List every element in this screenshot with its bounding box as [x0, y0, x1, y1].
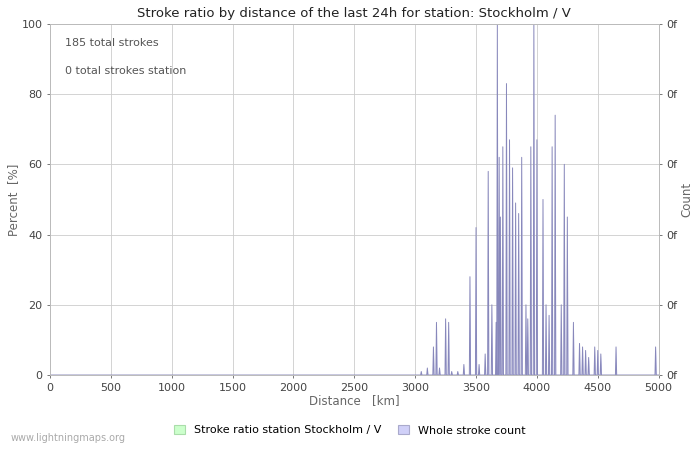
Legend: Stroke ratio station Stockholm / V, Whole stroke count: Stroke ratio station Stockholm / V, Whol…	[169, 421, 531, 440]
Title: Stroke ratio by distance of the last 24h for station: Stockholm / V: Stroke ratio by distance of the last 24h…	[137, 7, 571, 20]
Text: 0 total strokes station: 0 total strokes station	[65, 66, 187, 76]
Text: www.lightningmaps.org: www.lightningmaps.org	[10, 433, 125, 443]
Y-axis label: Count: Count	[680, 182, 693, 217]
Y-axis label: Percent  [%]: Percent [%]	[7, 163, 20, 236]
X-axis label: Distance   [km]: Distance [km]	[309, 394, 400, 407]
Text: 185 total strokes: 185 total strokes	[65, 38, 159, 48]
